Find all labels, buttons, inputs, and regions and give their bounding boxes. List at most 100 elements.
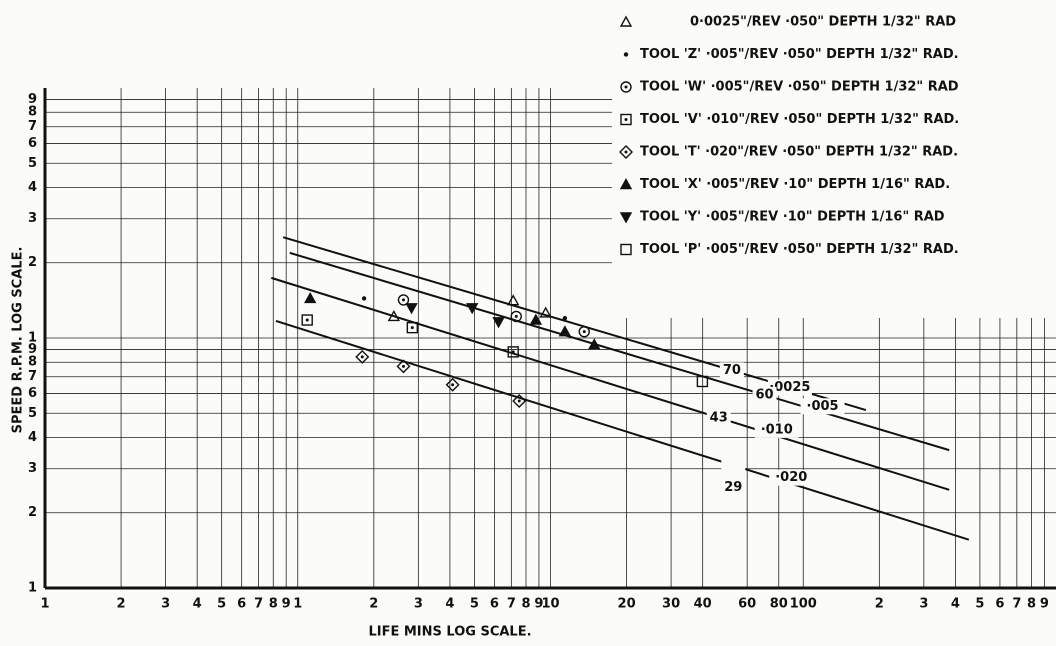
x-tick-label: 4 (951, 597, 960, 612)
y-tick-label: 8 (28, 355, 37, 370)
marker-shape (466, 303, 479, 315)
marker-shape (492, 317, 505, 329)
label-bg (721, 457, 746, 474)
legend-marker (619, 145, 633, 159)
x-tick-label: 1 (293, 597, 302, 612)
x-tick-label: 3 (414, 597, 423, 612)
marker (507, 346, 519, 358)
marker-shape (406, 321, 419, 334)
y-tick-label: 7 (28, 119, 37, 134)
x-tick-label: 9 (1040, 597, 1049, 612)
marker-shape (355, 349, 370, 364)
y-tick-label: 9 (28, 342, 37, 357)
marker (301, 314, 313, 326)
marker-shape (517, 399, 521, 403)
marker (396, 359, 411, 374)
marker-shape (410, 326, 414, 330)
marker-shape (588, 338, 601, 350)
marker (696, 375, 709, 388)
legend-label: TOOL 'P' ·005"/REV ·050" DEPTH 1/32" RAD… (640, 242, 959, 257)
marker (588, 338, 601, 350)
marker-shape (305, 318, 309, 322)
legend-marker (619, 15, 633, 27)
marker-shape (539, 306, 552, 318)
x-tick-label: 3 (919, 597, 928, 612)
fit-speed-label: 29 (724, 480, 742, 495)
x-tick-label: 7 (507, 597, 516, 612)
marker-shape (360, 355, 364, 359)
marker (405, 303, 418, 315)
marker-shape (558, 325, 572, 337)
legend: 0·0025"/REV ·050" DEPTH 1/32" RAD TOOL 'Z… (612, 0, 1056, 318)
marker-shape (507, 346, 519, 358)
marker (529, 313, 543, 325)
marker-shape (619, 15, 633, 27)
marker (512, 393, 527, 408)
marker-shape (401, 298, 405, 302)
marker-shape (397, 294, 410, 306)
fit-speed-label: 43 (710, 410, 728, 425)
x-tick-label: 5 (217, 597, 226, 612)
x-tick-label: 9 (282, 597, 291, 612)
marker (466, 303, 479, 315)
marker (510, 310, 522, 323)
legend-label: TOOL 'T' ·020"/REV ·050" DEPTH 1/32" RAD… (640, 145, 958, 160)
marker (539, 306, 552, 318)
legend-label: TOOL 'W' ·005"/REV ·050" DEPTH 1/32" RAD (640, 80, 959, 95)
marker-shape (624, 118, 628, 121)
marker-shape (304, 291, 317, 304)
marker (558, 325, 572, 337)
x-tick-label: 4 (193, 597, 202, 612)
legend-marker (620, 243, 632, 256)
marker (387, 309, 401, 322)
marker (492, 317, 505, 329)
x-tick-label: 9 (534, 597, 543, 612)
fit-line (271, 276, 950, 491)
marker-shape (514, 314, 518, 318)
y-tick-label: 5 (28, 406, 37, 421)
y-tick-label: 6 (28, 386, 37, 401)
label-bg (800, 398, 845, 415)
x-tick-label: 2 (875, 597, 884, 612)
marker-shape (511, 350, 515, 354)
marker-shape (624, 85, 628, 89)
marker-shape (529, 313, 543, 325)
marker-shape (510, 310, 522, 323)
legend-bg (612, 0, 1056, 318)
marker (507, 294, 520, 306)
legend-label: TOOL 'Y' ·005"/REV ·10" DEPTH 1/16" RAD (640, 210, 945, 225)
x-tick-label: 10 (541, 597, 559, 612)
marker-shape (624, 150, 628, 154)
y-tick-label: 1 (28, 581, 37, 596)
y-tick-label: 5 (28, 156, 37, 171)
y-tick-label: 2 (28, 505, 37, 520)
legend-marker (619, 178, 633, 190)
y-tick-label: 6 (28, 136, 37, 151)
marker-shape (619, 178, 633, 190)
marker (562, 316, 568, 321)
marker-shape (620, 81, 632, 93)
x-tick-label: 60 (738, 597, 756, 612)
marker (361, 296, 367, 301)
marker-shape (387, 309, 401, 322)
marker-shape (562, 316, 568, 321)
marker-shape (620, 113, 632, 126)
x-tick-label: 8 (1027, 597, 1036, 612)
legend-label: TOOL 'X' ·005"/REV ·10" DEPTH 1/16" RAD. (640, 177, 950, 192)
x-tick-label: 7 (1012, 597, 1021, 612)
label-bg (767, 379, 812, 396)
y-tick-label: 1 (28, 331, 37, 346)
x-tick-label: 40 (694, 597, 712, 612)
y-tick-label: 7 (28, 369, 37, 384)
marker-shape (512, 393, 527, 408)
fit-speed-label: 60 (756, 387, 774, 402)
fit-name-label: ·005 (807, 399, 839, 414)
x-tick-label: 5 (470, 597, 479, 612)
marker (304, 291, 317, 304)
fit-name-label: ·020 (775, 470, 807, 485)
marker (355, 349, 370, 364)
y-tick-label: 4 (28, 180, 37, 195)
x-tick-label: 1 (40, 597, 49, 612)
marker-shape (620, 243, 632, 256)
